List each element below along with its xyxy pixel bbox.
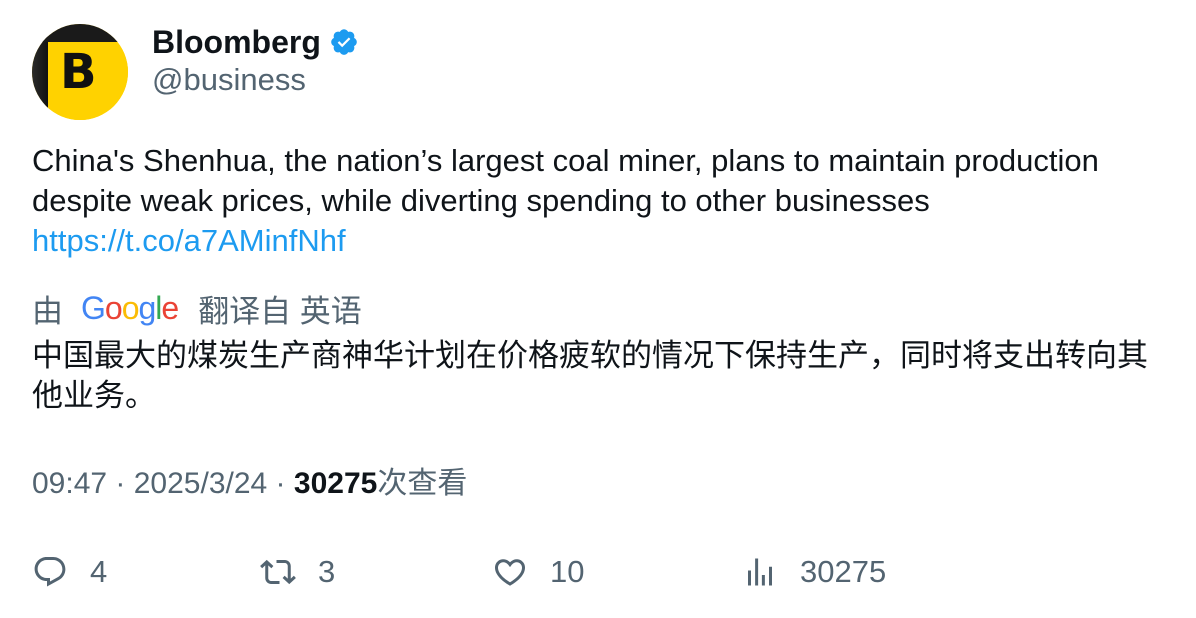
- like-count: 10: [550, 554, 585, 589]
- translated-text: 中国最大的煤炭生产商神华计划在价格疲软的情况下保持生产，同时将支出转向其他业务。: [32, 338, 1148, 413]
- tweet-text: China's Shenhua, the nation’s largest co…: [32, 143, 1099, 218]
- author-display-name[interactable]: Bloomberg: [152, 23, 321, 60]
- translation-attribution: 由 Google 翻译自 英语: [32, 286, 362, 330]
- translation-by-label: 由: [32, 293, 63, 329]
- tweet-time[interactable]: 09:47: [32, 467, 108, 500]
- views-label: 次查看: [377, 467, 468, 500]
- translation-source-label: 翻译自 英语: [198, 293, 362, 329]
- views-chart-icon: [748, 558, 772, 586]
- reply-icon: [34, 557, 66, 587]
- views-count: 30275: [293, 467, 378, 500]
- heart-icon: [494, 559, 526, 586]
- retweet-count: 3: [318, 554, 336, 589]
- meta-separator: ·: [267, 467, 294, 500]
- retweet-button[interactable]: 3: [260, 550, 335, 594]
- author-name-row: Bloomberg: [152, 22, 359, 62]
- retweet-icon: [260, 559, 296, 585]
- reply-count: 4: [90, 554, 108, 589]
- tweet-date[interactable]: 2025/3/24: [133, 467, 268, 500]
- avatar-logo-letter: B: [60, 44, 97, 100]
- google-logo: Google: [81, 289, 179, 326]
- action-bar: 4 3 10 30275: [32, 550, 1172, 594]
- views-button[interactable]: 30275: [742, 550, 886, 594]
- tweet-meta: 09:47 · 2025/3/24 · 30275次查看: [32, 464, 467, 504]
- like-button[interactable]: 10: [492, 550, 584, 594]
- avatar-background: [48, 40, 128, 120]
- tweet-link[interactable]: https://t.co/a7AMinfNhf: [32, 223, 346, 258]
- avatar-shadow-left: [32, 24, 48, 120]
- tweet-body: China's Shenhua, the nation’s largest co…: [32, 141, 1162, 261]
- avatar[interactable]: B: [32, 24, 128, 120]
- views-action-count: 30275: [800, 554, 887, 589]
- meta-separator: ·: [107, 467, 134, 500]
- avatar-shadow-top: [32, 24, 128, 42]
- verified-badge-icon[interactable]: [329, 27, 359, 57]
- author-handle[interactable]: @business: [152, 62, 306, 97]
- reply-button[interactable]: 4: [32, 550, 107, 594]
